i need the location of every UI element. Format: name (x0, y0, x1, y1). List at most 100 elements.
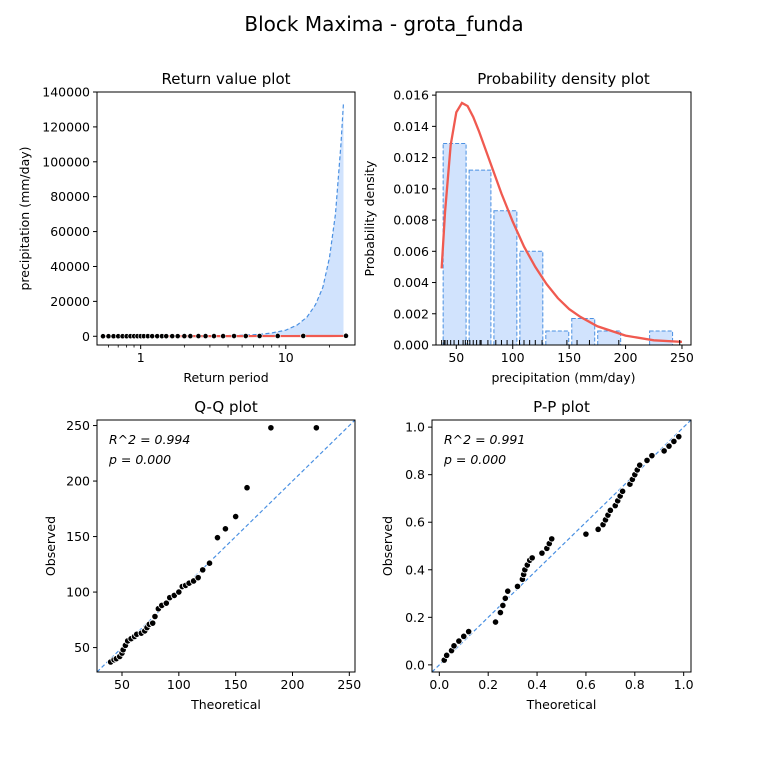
scatter-point (450, 642, 458, 650)
return-point (202, 333, 209, 339)
r-squared-label: R^2 = 0.991 (444, 432, 525, 447)
x-tick-label: 0.2 (478, 677, 498, 692)
pp-plot-area (432, 420, 691, 672)
return-point (149, 333, 156, 340)
return-point (174, 333, 181, 340)
return-frame (96, 91, 356, 346)
scatter-point (149, 619, 157, 627)
return-value-plot: Return value plot 1 10 0 20000 40000 60000 8000… (17, 70, 356, 385)
scatter-point (648, 452, 656, 460)
qq-title: Q-Q plot (194, 398, 258, 416)
y-tick-label: 0.4 (405, 562, 425, 577)
return-point (300, 333, 307, 339)
pp-x-axis-label: Theoretical (526, 697, 597, 712)
qq-plot-area (97, 420, 355, 672)
return-point (163, 333, 170, 340)
scatter-point (312, 424, 320, 432)
x-tick-label: 50 (114, 677, 130, 692)
scatter-point (491, 618, 500, 626)
y-tick-label: 60000 (50, 224, 90, 239)
scatter-point (460, 632, 468, 640)
y-tick-label: 140000 (42, 85, 90, 100)
density-plot-area (440, 101, 683, 345)
scatter-point (232, 512, 240, 521)
histogram-bar (468, 169, 492, 345)
x-tick-label: 1 (137, 350, 145, 365)
return-plot-area (100, 102, 349, 340)
confidence-upper-line (103, 102, 345, 337)
histogram-bar (597, 330, 622, 345)
y-tick-label: 0.010 (393, 181, 429, 196)
return-point (105, 333, 112, 340)
histogram-bar (493, 210, 518, 345)
x-tick-label: 100 (167, 677, 191, 692)
qq-frame (96, 419, 356, 673)
return-point (181, 333, 188, 340)
y-tick-label: 100 (66, 585, 90, 600)
return-point (343, 332, 349, 339)
scatter-point (194, 574, 202, 582)
scatter-point (582, 530, 590, 538)
scatter-point (199, 566, 207, 574)
histogram-bar (649, 330, 674, 345)
return-point (274, 333, 281, 339)
return-point (242, 333, 249, 339)
y-tick-label: 0.008 (393, 213, 429, 228)
scatter-point (594, 525, 602, 533)
pp-frame (431, 419, 692, 673)
x-tick-label: 0.8 (625, 677, 645, 692)
pp-plot: P-P plot R^2 = 0.991 p = 0.000 0.0 0.2 0.4 0.6… (380, 398, 694, 712)
scatter-point (528, 554, 536, 562)
pp-title: P-P plot (533, 398, 590, 416)
scatter-point (670, 437, 678, 445)
y-tick-label: 1.0 (405, 420, 425, 435)
scatter-point (606, 506, 614, 514)
x-tick-label: 0.6 (576, 677, 596, 692)
histogram-bar (545, 330, 570, 345)
scatter-point (213, 534, 222, 542)
x-tick-label: 200 (281, 677, 305, 692)
y-tick-label: 20000 (50, 294, 90, 309)
density-frame (435, 91, 692, 346)
scatter-point (221, 525, 230, 533)
scatter-point (465, 627, 473, 636)
y-tick-label: 250 (66, 418, 90, 433)
y-tick-label: 150 (66, 529, 90, 544)
y-tick-label: 200 (66, 474, 90, 489)
return-title: Return value plot (161, 70, 290, 88)
scatter-point (618, 487, 627, 495)
scatter-point (162, 599, 170, 607)
return-point (100, 333, 106, 340)
histogram-bar (571, 317, 596, 345)
qq-plot: Q-Q plot R^2 = 0.994 p = 0.000 50 100 150 200 2… (43, 398, 361, 712)
histogram-bar (442, 143, 467, 345)
y-tick-label: 0.012 (393, 150, 429, 165)
density-y-axis-label: Probability density (362, 160, 377, 276)
scatter-point (513, 582, 522, 591)
scatter-point (665, 442, 673, 450)
return-point (211, 333, 217, 339)
return-point (231, 333, 237, 339)
density-x-axis-label: precipitation (mm/day) (491, 370, 635, 385)
return-point (187, 333, 194, 340)
y-tick-label: 0.6 (405, 515, 425, 530)
scatter-point (548, 535, 556, 543)
qq-x-axis-label: Theoretical (190, 697, 261, 712)
pp-y-axis-label: Observed (380, 516, 395, 576)
y-tick-label: 50 (74, 640, 90, 655)
scatter-point (243, 484, 251, 492)
y-tick-label: 80000 (50, 189, 90, 204)
x-tick-label: 1.0 (674, 677, 694, 692)
x-tick-label: 200 (614, 350, 638, 365)
scatter-point (443, 651, 451, 659)
scatter-point (205, 559, 214, 567)
scatter-point (538, 549, 546, 557)
return-point (256, 333, 263, 339)
y-tick-label: 0.2 (405, 610, 425, 625)
x-tick-label: 150 (557, 350, 581, 365)
scatter-point (151, 612, 159, 621)
scatter-point (643, 456, 651, 465)
scatter-point (504, 587, 512, 595)
y-tick-label: 0.000 (393, 338, 429, 353)
